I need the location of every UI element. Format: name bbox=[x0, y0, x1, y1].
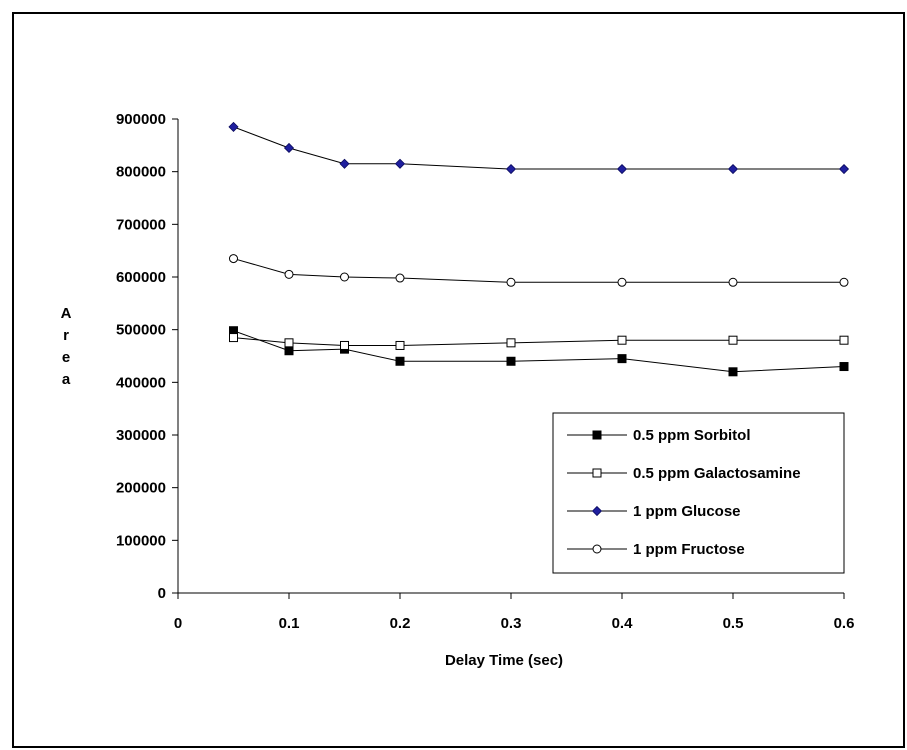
legend-label: 1 ppm Fructose bbox=[633, 541, 745, 558]
x-tick-label: 0.4 bbox=[612, 615, 634, 632]
y-tick-label: 0 bbox=[158, 585, 166, 602]
x-axis-title: Delay Time (sec) bbox=[445, 652, 563, 669]
line-chart: 0 100000 200000 300000 400000 500000 600000 700… bbox=[61, 111, 855, 669]
data-point bbox=[228, 121, 239, 132]
x-tick-label: 0.6 bbox=[834, 615, 855, 632]
series-line bbox=[233, 330, 845, 373]
x-tick-label: 0 bbox=[174, 615, 182, 632]
data-point bbox=[839, 335, 849, 345]
legend-item: 0.5 ppm Galactosamine bbox=[567, 465, 801, 482]
data-point bbox=[395, 273, 405, 283]
data-point bbox=[339, 158, 350, 169]
legend-label: 0.5 ppm Galactosamine bbox=[633, 465, 801, 482]
legend: 0.5 ppm Sorbitol 0.5 ppm Galactosamine 1 p… bbox=[552, 412, 845, 574]
data-point bbox=[395, 340, 405, 350]
series-line bbox=[233, 337, 844, 346]
data-point bbox=[727, 163, 739, 175]
y-tick-label: 600000 bbox=[116, 269, 166, 286]
data-point bbox=[838, 163, 850, 175]
chart-frame: 0 100000 200000 300000 400000 500000 600000 700… bbox=[12, 12, 905, 748]
data-point bbox=[839, 277, 849, 287]
data-point bbox=[283, 142, 295, 154]
legend-marker bbox=[592, 430, 602, 440]
data-point bbox=[506, 277, 516, 287]
data-point bbox=[284, 269, 294, 279]
data-point bbox=[728, 277, 738, 287]
x-tick-label: 0.2 bbox=[390, 615, 411, 632]
data-point bbox=[728, 335, 738, 345]
y-tick-label: 500000 bbox=[116, 322, 166, 339]
legend-label: 0.5 ppm Sorbitol bbox=[633, 427, 751, 444]
data-point bbox=[617, 354, 627, 364]
data-point bbox=[728, 367, 738, 377]
legend-label: 1 ppm Glucose bbox=[633, 503, 741, 520]
series-3 bbox=[229, 254, 849, 287]
data-point bbox=[229, 333, 238, 343]
y-tick-label: 200000 bbox=[116, 480, 166, 497]
data-point bbox=[505, 163, 517, 175]
data-point bbox=[284, 346, 294, 356]
y-axis-title-letter: r bbox=[63, 327, 69, 344]
x-tick-label: 0.3 bbox=[501, 615, 522, 632]
data-point bbox=[394, 158, 406, 169]
series-1 bbox=[229, 333, 849, 350]
data-point bbox=[340, 340, 349, 350]
data-point bbox=[395, 356, 405, 366]
data-point bbox=[229, 254, 238, 264]
data-point bbox=[839, 362, 849, 372]
data-point bbox=[617, 335, 627, 345]
y-axis-title-letter: A bbox=[61, 305, 72, 322]
y-tick-label: 900000 bbox=[116, 111, 166, 128]
y-axis-title-letter: a bbox=[62, 371, 71, 388]
data-point bbox=[284, 338, 294, 348]
series-2 bbox=[228, 121, 850, 175]
legend-item: 1 ppm Fructose bbox=[567, 541, 745, 558]
legend-marker bbox=[591, 505, 603, 517]
y-tick-label: 300000 bbox=[116, 427, 166, 444]
data-point bbox=[617, 277, 627, 287]
data-point bbox=[616, 163, 628, 175]
data-point bbox=[506, 338, 516, 348]
x-tick-label: 0.1 bbox=[279, 615, 300, 632]
y-tick-label: 800000 bbox=[116, 164, 166, 181]
legend-item: 0.5 ppm Sorbitol bbox=[567, 427, 751, 444]
series-layer bbox=[228, 121, 850, 377]
data-point bbox=[340, 272, 349, 282]
series-0 bbox=[229, 326, 849, 377]
data-point bbox=[506, 356, 516, 366]
y-tick-label: 700000 bbox=[116, 216, 166, 233]
y-axis-title-letter: e bbox=[62, 349, 70, 366]
x-tick-label: 0.5 bbox=[723, 615, 744, 632]
series-line bbox=[233, 258, 844, 283]
axes: 0 100000 200000 300000 400000 500000 600000 700… bbox=[61, 111, 855, 669]
y-tick-label: 400000 bbox=[116, 374, 166, 391]
legend-box bbox=[552, 412, 845, 574]
legend-marker bbox=[592, 468, 602, 478]
legend-marker bbox=[592, 544, 602, 554]
legend-item: 1 ppm Glucose bbox=[567, 503, 741, 520]
y-tick-label: 100000 bbox=[116, 532, 166, 549]
series-line bbox=[233, 126, 844, 170]
